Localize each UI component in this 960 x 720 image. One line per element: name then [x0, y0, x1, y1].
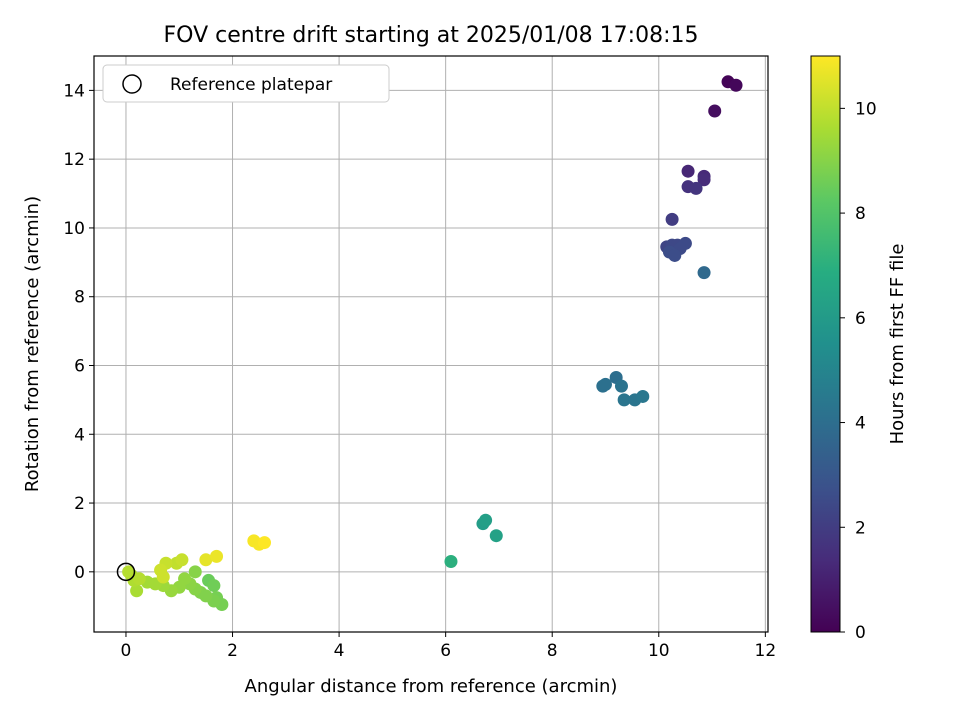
x-tick-label: 6	[440, 641, 451, 661]
colorbar-tick-label: 10	[855, 99, 877, 119]
colorbar-label: Hours from first FF file	[887, 244, 908, 445]
y-tick-label: 4	[74, 425, 85, 445]
plot-frame	[93, 55, 769, 633]
colorbar-tick-label: 4	[855, 414, 866, 434]
y-tick-label: 0	[74, 563, 85, 583]
x-tick-label: 8	[547, 641, 558, 661]
data-point	[188, 565, 202, 579]
data-point	[207, 579, 221, 593]
x-tick-label: 0	[121, 641, 132, 661]
colorbar-tick-label: 0	[855, 623, 866, 643]
x-tick-label: 10	[648, 641, 670, 661]
data-point	[614, 379, 628, 393]
colorbar-ticks: 0 2 4 6 8 10	[840, 99, 877, 643]
colorbar	[810, 55, 841, 633]
colorbar-tick-label: 6	[855, 309, 866, 329]
data-point	[122, 565, 136, 579]
y-tick-label: 12	[63, 150, 85, 170]
data-point	[199, 553, 213, 567]
legend-label: Reference platepar	[170, 75, 332, 95]
x-tick-label: 4	[334, 641, 345, 661]
data-point	[154, 563, 168, 577]
reference-platepar-marker	[116, 562, 136, 582]
y-tick-label: 10	[63, 219, 85, 239]
data-point	[257, 536, 271, 550]
y-tick-label: 6	[74, 356, 85, 376]
y-tick-label: 2	[74, 494, 85, 514]
data-point	[697, 173, 711, 187]
data-point	[132, 572, 146, 586]
data-point	[178, 572, 192, 586]
data-point	[489, 529, 503, 543]
data-point	[130, 584, 144, 598]
x-axis-label: Angular distance from reference (arcmin)	[245, 676, 618, 697]
data-point	[708, 104, 722, 118]
data-point	[697, 266, 711, 280]
legend-marker	[122, 74, 142, 94]
data-point	[199, 589, 213, 603]
data-point	[479, 513, 493, 527]
legend-box	[102, 64, 390, 103]
data-point	[729, 78, 743, 92]
data-point	[210, 549, 224, 563]
data-points	[122, 75, 743, 611]
colorbar-tick-label: 2	[855, 518, 866, 538]
data-point	[681, 164, 695, 178]
y-axis-ticks: 0 2 4 6 8 10 12 14	[63, 81, 94, 583]
x-tick-label: 12	[755, 641, 777, 661]
x-tick-label: 2	[227, 641, 238, 661]
data-point	[636, 389, 650, 403]
chart-title: FOV centre drift starting at 2025/01/08 …	[164, 23, 699, 48]
data-point	[617, 393, 631, 407]
y-tick-label: 14	[63, 81, 85, 101]
y-axis-label: Rotation from reference (arcmin)	[22, 196, 43, 492]
grid	[94, 56, 768, 632]
legend: Reference platepar	[102, 64, 390, 103]
data-point	[668, 248, 682, 262]
y-tick-label: 8	[74, 288, 85, 308]
data-point	[444, 555, 458, 569]
data-point	[689, 181, 703, 195]
data-point	[598, 377, 612, 391]
colorbar-tick-label: 8	[855, 204, 866, 224]
data-point	[665, 212, 679, 226]
x-axis-ticks: 0 2 4 6 8 10 12	[121, 632, 777, 661]
data-point	[175, 553, 189, 567]
